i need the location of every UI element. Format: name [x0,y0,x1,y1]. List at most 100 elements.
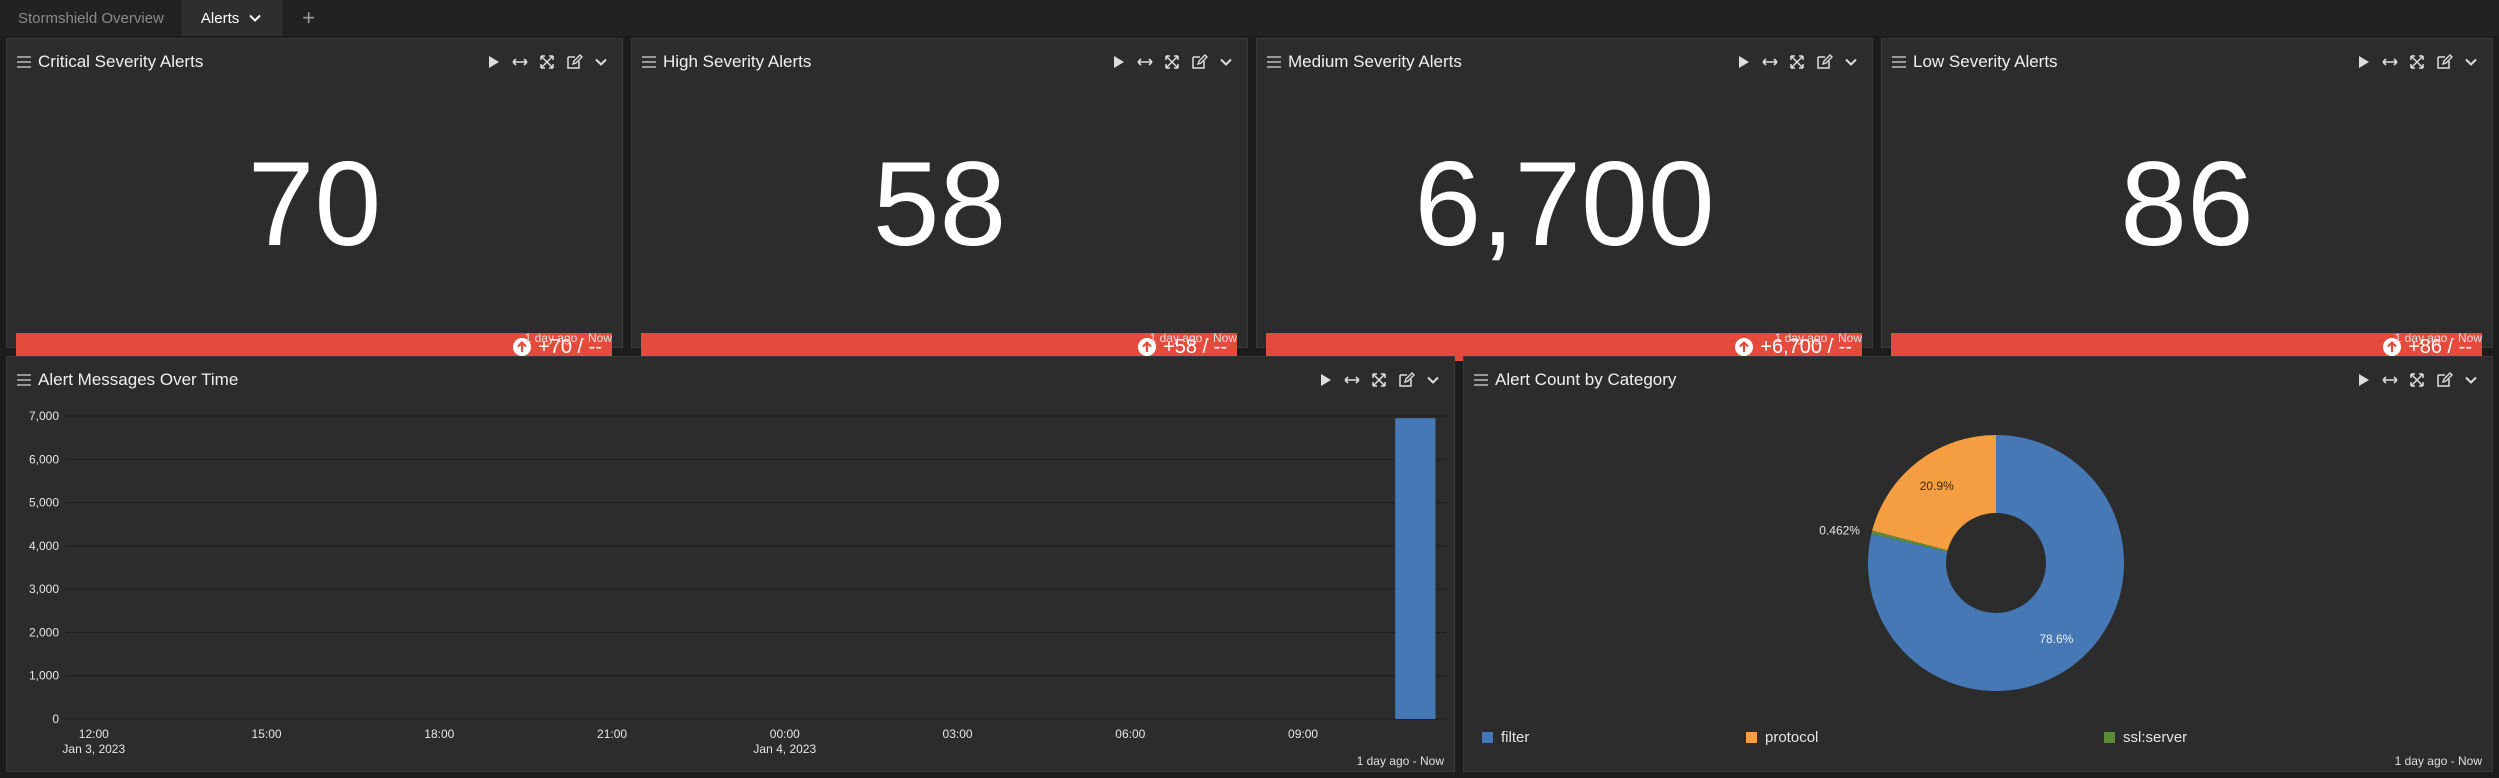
legend-label: filter [1501,729,1530,746]
low-alerts-panel: Low Severity Alerts 86 +86 / -- 1 day ag… [1881,38,2493,361]
legend-item-filter[interactable]: filter [1482,729,1529,746]
expand-icon[interactable] [2408,53,2426,71]
legend-item-ssl-server[interactable]: ssl:server [2104,729,2187,746]
tab-label: Alerts [200,9,240,27]
panel-title: High Severity Alerts [663,52,812,71]
play-icon[interactable] [1109,53,1127,71]
pie-slice[interactable] [1868,435,2124,691]
edit-icon[interactable] [2435,53,2453,71]
drag-handle-icon[interactable] [642,56,656,68]
delta-text: +86 / -- [2408,335,2472,358]
expand-icon[interactable] [1370,371,1388,389]
play-icon[interactable] [2354,53,2372,71]
alert-category-donut-chart: 78.6% 0.462% 20.9% [1819,435,2124,691]
x-tick-label: 12:00 [79,727,109,741]
legend-swatch [1482,732,1493,743]
tab-alerts[interactable]: Alerts [182,0,283,36]
panel-toolbar [2354,371,2492,389]
panel-title: Alert Count by Category [1495,370,1677,389]
panel-header: Medium Severity Alerts [1257,39,1872,85]
x-tick-label: 09:00 [1288,727,1318,741]
panel-toolbar [484,53,622,71]
play-icon[interactable] [2354,371,2372,389]
time-range-label: 1 day ago - Now [2394,754,2482,768]
play-icon[interactable] [1316,371,1334,389]
slice-label: 0.462% [1819,523,1860,537]
resize-horizontal-icon[interactable] [1136,53,1154,71]
arrow-up-circle-icon [2383,338,2402,356]
arrow-up-circle-icon [1735,338,1754,356]
panel-header: Critical Severity Alerts [7,39,622,85]
alert-count-by-category-panel: Alert Count by Category 78.6% 0.462% 20.9%… [1463,356,2493,772]
x-tick-label: 03:00 [943,727,973,741]
drag-handle-icon[interactable] [17,374,31,386]
delta-text: +58 / -- [1163,335,1227,358]
y-tick-label: 7,000 [29,409,59,423]
y-tick-label: 4,000 [29,539,59,553]
edit-icon[interactable] [2435,371,2453,389]
chevron-down-icon[interactable] [1842,53,1860,71]
delta-text: +70 / -- [538,335,602,358]
high-alerts-panel: High Severity Alerts 58 +58 / -- 1 day a… [631,38,1248,361]
legend-label: protocol [1765,729,1819,746]
arrow-up-circle-icon [513,338,532,356]
expand-icon[interactable] [2408,371,2426,389]
arrow-up-circle-icon [1138,338,1157,356]
edit-icon[interactable] [565,53,583,71]
play-icon[interactable] [1734,53,1752,71]
x-tick-label: 21:00 [597,727,627,741]
alert-messages-bar-chart: 7,000 6,000 5,000 4,000 3,000 2,000 1,000 0 12:0… [29,409,1447,756]
resize-horizontal-icon[interactable] [1761,53,1779,71]
chart-bar[interactable] [1395,418,1436,719]
drag-handle-icon[interactable] [1267,56,1281,68]
pie-slice[interactable] [1871,530,1948,552]
x-tick-label: 15:00 [252,727,282,741]
add-tab-button[interactable]: + [302,5,316,30]
panel-header: High Severity Alerts [632,39,1247,85]
resize-horizontal-icon[interactable] [2381,53,2399,71]
panel-toolbar [2354,53,2492,71]
drag-handle-icon[interactable] [1892,56,1906,68]
drag-handle-icon[interactable] [1474,374,1488,386]
alert-messages-over-time-panel: Alert Messages Over Time 7,000 6,000 5,000… [6,356,1455,772]
panel-title: Alert Messages Over Time [38,370,239,389]
x-tick-label: 18:00 [424,727,454,741]
drag-handle-icon[interactable] [17,56,31,68]
x-tick-sublabel: Jan 3, 2023 [62,742,125,756]
y-tick-label: 2,000 [29,625,59,639]
edit-icon[interactable] [1190,53,1208,71]
chevron-down-icon[interactable] [592,53,610,71]
expand-icon[interactable] [538,53,556,71]
chevron-down-icon[interactable] [2462,53,2480,71]
tab-label: Stormshield Overview [18,9,164,27]
edit-icon[interactable] [1815,53,1833,71]
expand-icon[interactable] [1788,53,1806,71]
x-tick-sublabel: Jan 4, 2023 [753,742,816,756]
panel-title: Critical Severity Alerts [38,52,204,71]
stat-value: 6,700 [1414,137,1715,271]
pie-slice[interactable] [1872,435,1996,551]
chevron-down-icon[interactable] [247,10,263,26]
chevron-down-icon[interactable] [1424,371,1442,389]
critical-alerts-panel: Critical Severity Alerts 70 +70 / -- 1 d… [6,38,623,361]
dashboard-tab-bar: Stormshield Overview Alerts + [0,0,2499,36]
resize-horizontal-icon[interactable] [2381,371,2399,389]
stat-value: 86 [2120,137,2254,271]
resize-horizontal-icon[interactable] [1343,371,1361,389]
y-tick-label: 6,000 [29,452,59,466]
y-tick-label: 3,000 [29,582,59,596]
tab-stormshield-overview[interactable]: Stormshield Overview [0,0,183,36]
resize-horizontal-icon[interactable] [511,53,529,71]
panel-header: Alert Count by Category [1464,357,2492,403]
slice-label: 20.9% [1920,479,1954,493]
chevron-down-icon[interactable] [1217,53,1235,71]
panel-header: Alert Messages Over Time [7,357,1454,403]
legend-swatch [2104,732,2115,743]
edit-icon[interactable] [1397,371,1415,389]
expand-icon[interactable] [1163,53,1181,71]
chevron-down-icon[interactable] [2462,371,2480,389]
legend-item-protocol[interactable]: protocol [1746,729,1818,746]
play-icon[interactable] [484,53,502,71]
x-tick-label: 06:00 [1115,727,1145,741]
panel-title: Low Severity Alerts [1913,52,2058,71]
